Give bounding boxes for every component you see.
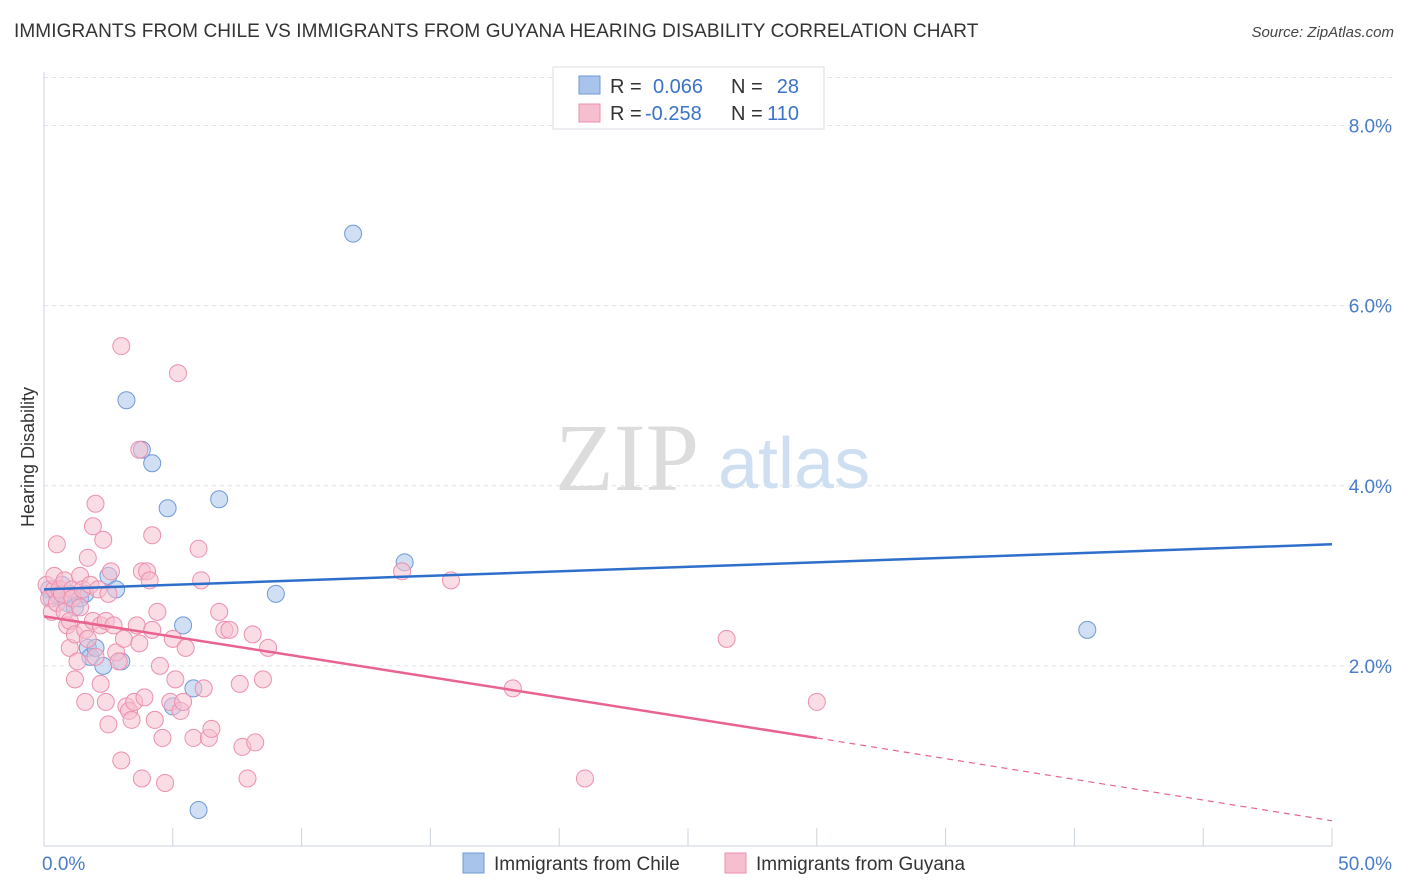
guyana-point [112,337,131,356]
x-tick-label-min: 0.0% [42,854,85,875]
x-ticks [172,828,1333,846]
guyana-point [194,679,213,698]
series-legend: Immigrants from Chile Immigrants from Gu… [462,852,965,875]
legend-r-label-chile: R = [610,76,642,98]
guyana-point [259,638,278,657]
guyana-point [246,733,265,752]
y-tick-label: 8.0% [1349,117,1392,138]
guyana-point [135,688,154,707]
guyana-point [168,364,187,383]
guyana-point [210,602,229,621]
watermark-atlas: atlas [718,424,870,504]
guyana-point [71,598,90,617]
guyana-point [68,652,87,671]
legend-swatch-guyana [578,103,601,123]
guyana-point [189,539,208,558]
guyana-point [156,773,175,792]
guyana-point [143,526,162,545]
guyana-point [143,620,162,639]
grid-lines [44,77,1392,667]
watermark-zip: ZIP [555,404,699,511]
guyana-point [220,620,239,639]
guyana-point [86,647,105,666]
guyana-point [132,769,151,788]
y-tick-label: 4.0% [1349,477,1392,498]
guyana-point [184,728,203,747]
legend-n-value-chile: 28 [777,76,799,98]
guyana-point [83,517,102,536]
chile-point [1078,620,1097,639]
series-legend-label-guyana: Immigrants from Guyana [756,854,965,875]
legend-swatch-chile [578,75,601,95]
guyana-point [243,625,262,644]
guyana-point [96,692,115,711]
source-label: Source: ZipAtlas.com [1251,24,1394,41]
series-chile-points [40,224,1097,819]
series-guyana-points [37,337,826,792]
chile-point [143,454,162,473]
stats-legend: R = 0.066 N = 28 R = -0.258 N = 110 [552,66,825,130]
guyana-point [65,670,84,689]
chile-point [158,499,177,518]
guyana-point [176,638,195,657]
guyana-point [166,670,185,689]
guyana-point [91,674,110,693]
guyana-point [99,715,118,734]
guyana-point [78,629,97,648]
guyana-point [150,656,169,675]
guyana-point [47,535,66,554]
legend-r-label-guyana: R = [610,103,642,125]
guyana-point [94,530,113,549]
guyana-point [145,710,164,729]
y-axis-label: Hearing Disability [18,387,38,527]
guyana-point [153,728,172,747]
guyana-point [112,751,131,770]
series-legend-label-chile: Immigrants from Chile [494,854,680,875]
chile-point [266,584,285,603]
legend-n-label-guyana: N = [731,103,763,125]
guyana-point [192,571,211,590]
guyana-point [122,710,141,729]
guyana-point [174,692,193,711]
guyana-point [114,629,133,648]
legend-n-value-guyana: 110 [767,103,799,125]
chile-point [210,490,229,509]
x-tick-label-max: 50.0% [1338,854,1392,875]
guyana-point [807,692,826,711]
chart-title: IMMIGRANTS FROM CHILE VS IMMIGRANTS FROM… [14,21,979,42]
legend-r-value-guyana: -0.258 [645,103,702,125]
legend-r-value-chile: 0.066 [653,76,703,98]
guyana-point [148,602,167,621]
y-tick-label: 2.0% [1349,657,1392,678]
trend-line-chile [43,543,1333,591]
guyana-point [238,769,257,788]
guyana-point [101,562,120,581]
guyana-point [575,769,594,788]
series-legend-swatch-chile [462,852,485,874]
trend-line-guyana [43,615,817,740]
y-tick-labels: 2.0% 4.0% 6.0% 8.0% [1349,117,1392,678]
guyana-point [253,670,272,689]
guyana-point [202,719,221,738]
guyana-point [78,548,97,567]
trend-lines [43,543,1333,822]
guyana-point [99,584,118,603]
trend-line-guyana-extension [816,737,1333,822]
guyana-point [717,629,736,648]
chile-point [344,224,363,243]
guyana-point [76,692,95,711]
series-legend-swatch-guyana [724,852,747,874]
chile-point [189,800,208,819]
y-tick-label: 6.0% [1349,297,1392,318]
guyana-point [230,674,249,693]
guyana-point [86,494,105,513]
guyana-point [130,440,149,459]
guyana-point [109,652,128,671]
chile-point [174,616,193,635]
legend-n-label-chile: N = [731,76,763,98]
guyana-point [130,634,149,653]
chile-point [117,391,136,410]
